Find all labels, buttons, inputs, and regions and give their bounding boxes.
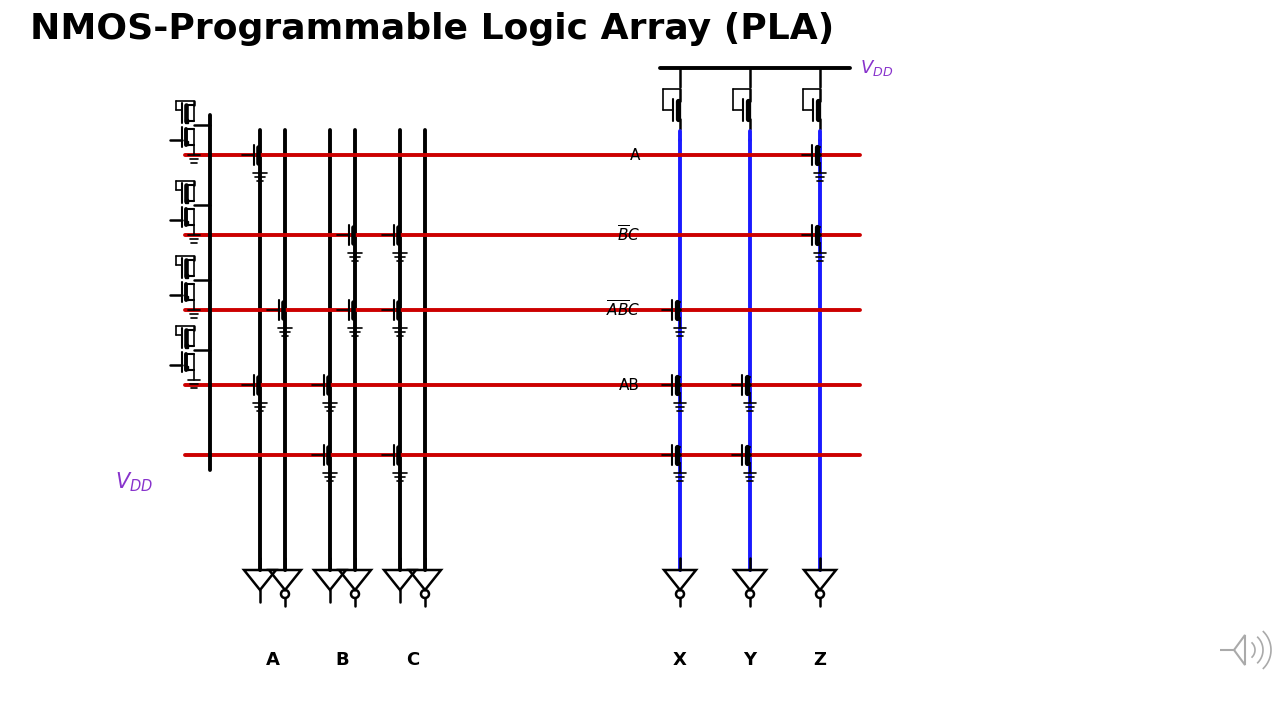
Bar [184,296,187,300]
Text: A: A [630,148,640,163]
Text: $V_{DD}$: $V_{DD}$ [860,58,893,78]
Bar [184,366,187,370]
Text: A: A [265,651,279,669]
Text: Z: Z [814,651,827,669]
Bar [184,119,187,123]
Text: $V_{DD}$: $V_{DD}$ [115,470,154,494]
Bar [184,344,187,348]
Bar [184,274,187,278]
Text: C: C [406,651,419,669]
Bar [184,221,187,225]
Text: AB: AB [620,377,640,392]
Text: NMOS-Programmable Logic Array (PLA): NMOS-Programmable Logic Array (PLA) [29,12,835,46]
Bar [184,199,187,203]
Text: B: B [335,651,349,669]
Text: $\overline{B}C$: $\overline{B}C$ [617,225,640,245]
Text: $\overline{A}\overline{B}C$: $\overline{A}\overline{B}C$ [605,300,640,320]
Bar [184,141,187,145]
Text: Y: Y [744,651,756,669]
Text: X: X [673,651,687,669]
